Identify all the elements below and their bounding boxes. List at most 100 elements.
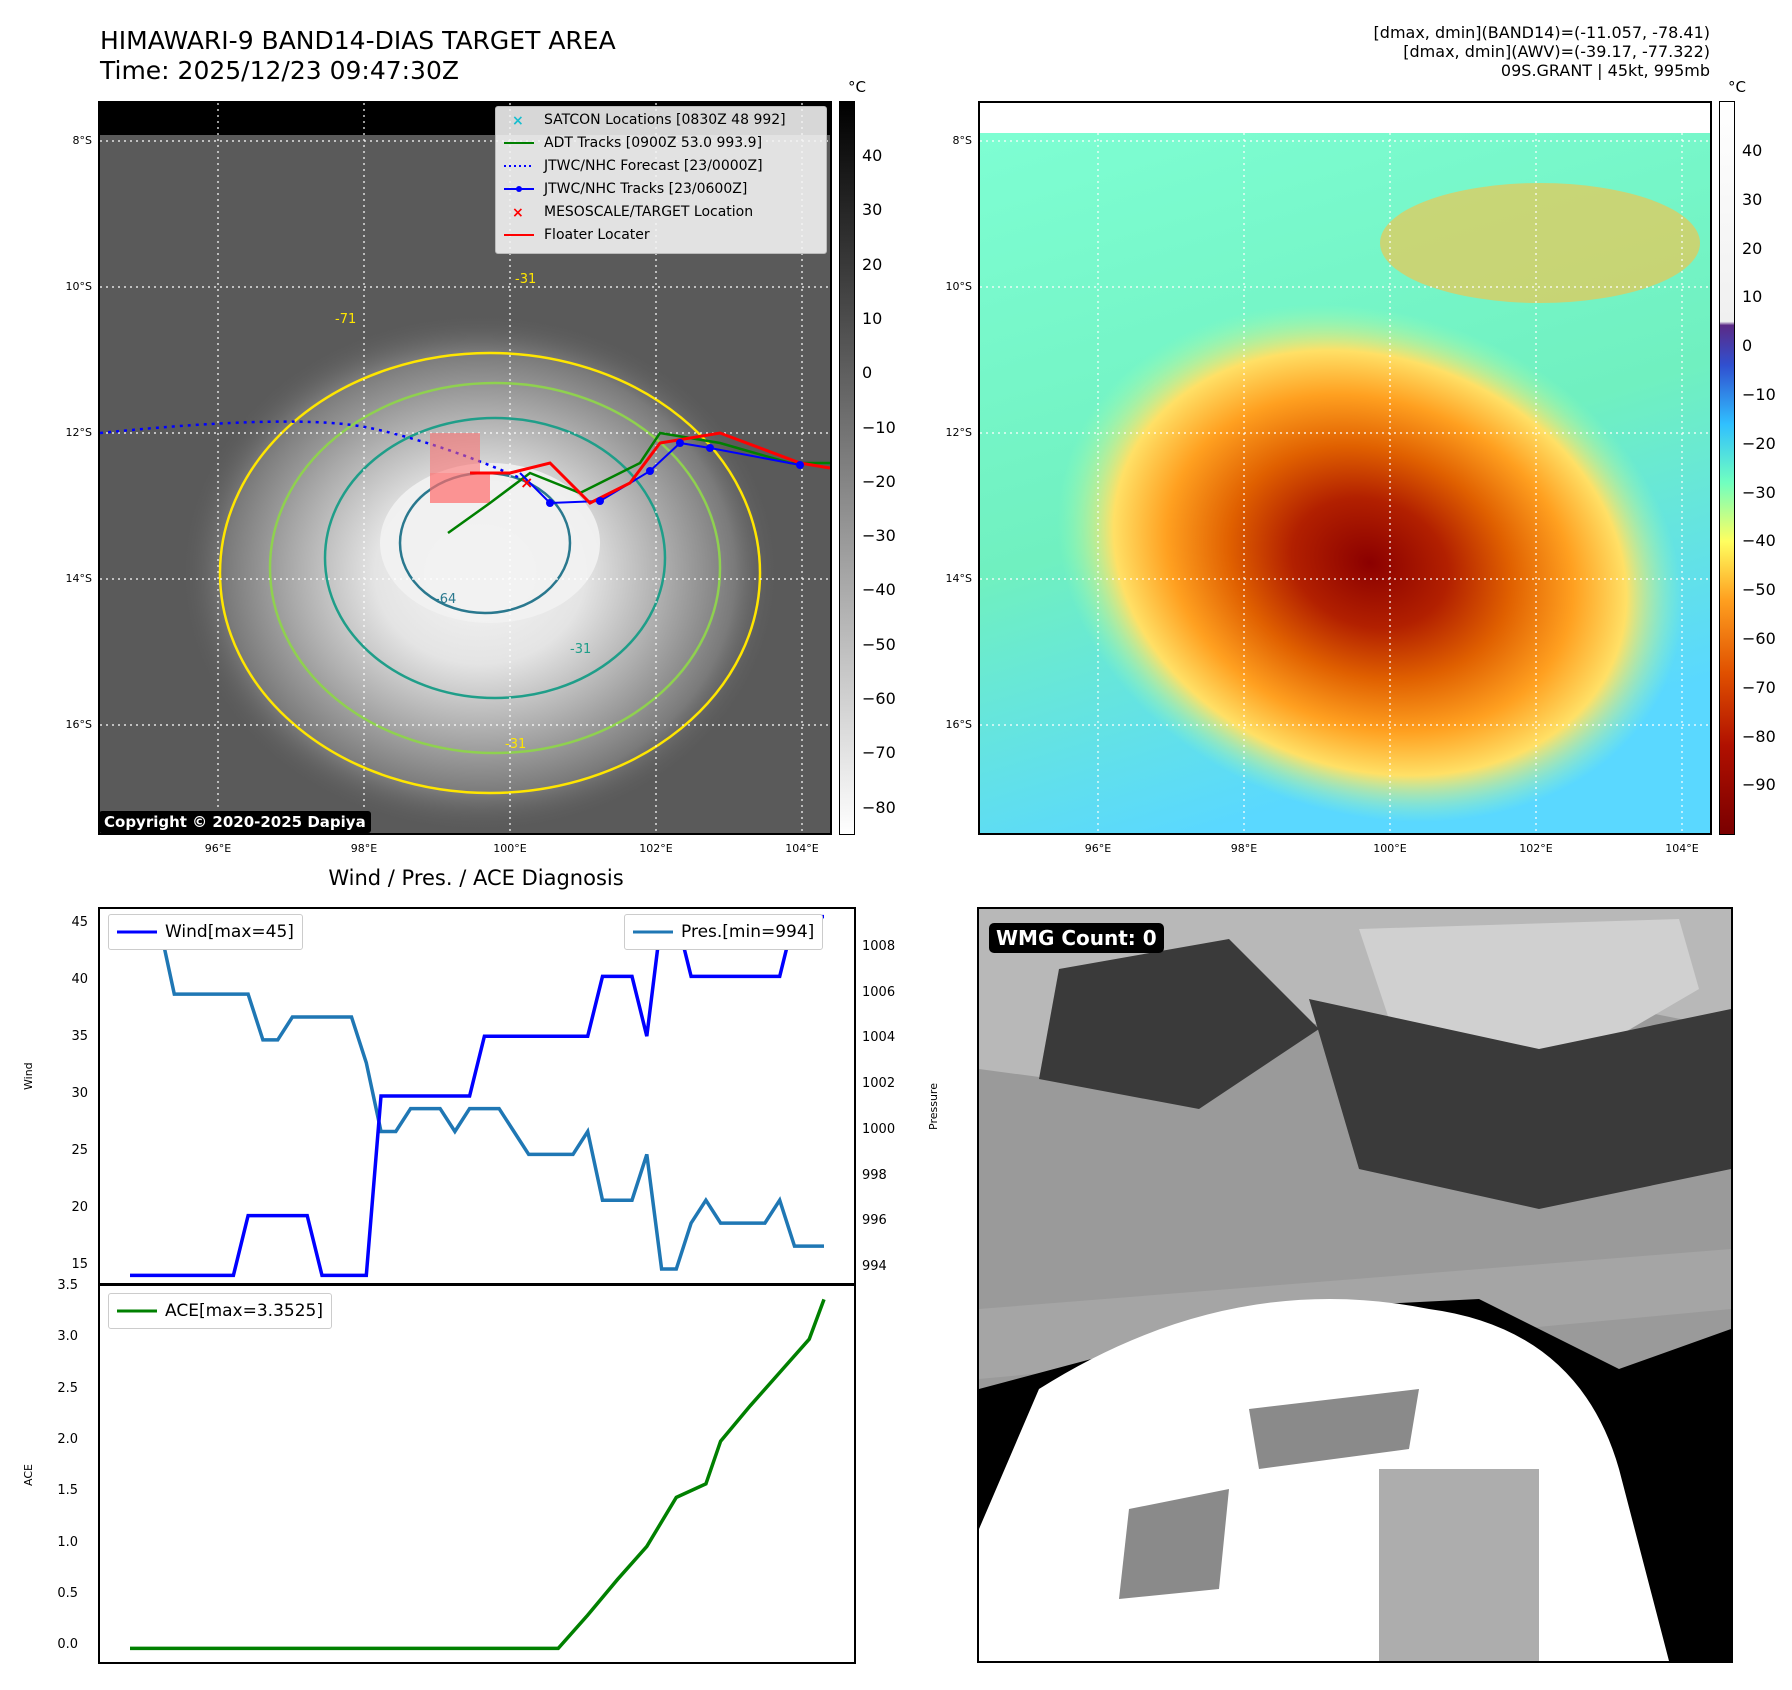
- title-line-2: Time: 2025/12/23 09:47:30Z: [100, 56, 459, 85]
- wind-y-tick: 35: [71, 1029, 88, 1044]
- legend-target: × MESOSCALE/TARGET Location: [504, 201, 753, 223]
- colorbar-color-tick: 20: [1742, 238, 1763, 258]
- colorbar-gray-tick: −80: [862, 797, 896, 817]
- ace-ylabel: ACE: [22, 1464, 35, 1486]
- lat-tick-12s: 12°S: [65, 426, 92, 439]
- colorbar-gray-unit: °C: [848, 78, 866, 96]
- colorbar-color-tick: −20: [1742, 433, 1776, 453]
- ace-y-tick: 2.0: [57, 1431, 78, 1447]
- awv-lat-tick-12s: 12°S: [945, 426, 972, 439]
- wind-ylabel: Wind: [22, 1062, 35, 1090]
- ace-y-tick: 3.5: [57, 1278, 78, 1293]
- target-marker-icon: ×: [512, 205, 524, 219]
- wind-series-line: [130, 914, 824, 1278]
- jtwc-line-icon: [504, 186, 534, 192]
- colorbar-awv: [1719, 101, 1735, 835]
- pressure-y-tick: 1000: [862, 1121, 896, 1137]
- pressure-legend: Pres.[min=994]: [624, 914, 824, 950]
- ace-axes-frame: [98, 1284, 856, 1664]
- lat-tick-10s: 10°S: [65, 280, 92, 293]
- info-line-1: [dmax, dmin](BAND14)=(-11.057, -78.41): [1373, 23, 1710, 42]
- pressure-ylabel: Pressure: [927, 1083, 940, 1130]
- colorbar-color-tick: 40: [1742, 141, 1763, 160]
- legend-forecast: JTWC/NHC Forecast [23/0000Z]: [504, 155, 763, 177]
- contour-lightgreen: [268, 381, 722, 755]
- jtwc-track-points: [546, 439, 804, 507]
- ace-y-tick: 1.5: [57, 1483, 78, 1499]
- target-marker: ×: [520, 473, 533, 492]
- awv-color-map: [978, 101, 1712, 835]
- pressure-y-tick: 994: [862, 1258, 887, 1274]
- awv-lon-tick-102e: 102°E: [1519, 842, 1553, 855]
- colorbar-gray-tick: 0: [862, 363, 873, 383]
- ace-legend-line-icon: [117, 1309, 157, 1313]
- lat-tick-16s: 16°S: [65, 718, 92, 731]
- pressure-series-line: [130, 923, 824, 1271]
- awv-lat-tick-14s: 14°S: [945, 572, 972, 585]
- ace-y-tick: 0.5: [57, 1585, 78, 1601]
- info-line-3: 09S.GRANT | 45kt, 995mb: [1500, 61, 1710, 80]
- floater-track: [470, 431, 830, 505]
- main-title: HIMAWARI-9 BAND14-DIAS TARGET AREA Time:…: [100, 26, 616, 86]
- colorbar-color-tick: −60: [1742, 629, 1776, 648]
- colorbar-gray-tick: 10: [862, 308, 883, 328]
- legend-jtwc-tracks: JTWC/NHC Tracks [23/0600Z]: [504, 178, 747, 200]
- svg-text:×: ×: [512, 113, 524, 127]
- colorbar-color-tick: 30: [1742, 189, 1763, 209]
- wind-y-tick: 30: [71, 1086, 88, 1101]
- wind-legend: Wind[max=45]: [108, 914, 303, 950]
- awv-lon-tick-96e: 96°E: [1084, 842, 1112, 855]
- wmg-dark-1: [1039, 939, 1319, 1109]
- pressure-y-tick: 998: [862, 1167, 887, 1183]
- awv-lon-tick-98e: 98°E: [1230, 842, 1258, 855]
- pressure-legend-line-icon: [633, 930, 673, 934]
- pressure-y-tick: 996: [862, 1213, 887, 1229]
- colorbar-color-tick: −10: [1742, 385, 1776, 404]
- forecast-line-icon: [504, 165, 534, 167]
- legend-adt: ADT Tracks [0900Z 53.0 993.9]: [504, 132, 762, 154]
- wmg-panel: WMG Count: 0: [977, 907, 1733, 1663]
- ace-y-tick: 3.0: [57, 1329, 78, 1345]
- colorbar-gray-tick: 30: [862, 200, 883, 220]
- awv-lon-tick-104e: 104°E: [1665, 842, 1699, 855]
- pressure-y-tick: 1002: [862, 1076, 896, 1092]
- adt-line-icon: [504, 142, 534, 144]
- pressure-y-tick: 1004: [862, 1030, 896, 1046]
- copyright-label: Copyright © 2020-2025 Dapiya: [100, 811, 371, 833]
- contour-label-4: -31: [570, 642, 591, 657]
- legend-floater: Floater Locater: [504, 224, 650, 246]
- wind-y-tick: 40: [71, 972, 88, 987]
- wind-y-tick: 45: [71, 915, 88, 930]
- colorbar-gray-tick: 40: [862, 146, 883, 165]
- wmg-gray-patch-3: [1379, 1469, 1539, 1661]
- lat-tick-14s: 14°S: [65, 572, 92, 585]
- contour-label-3: -31: [505, 737, 526, 752]
- wmg-dark-2: [1309, 999, 1731, 1209]
- colorbar-color-unit: °C: [1728, 78, 1746, 96]
- contour-label-1: -31: [515, 272, 536, 287]
- colorbar-color-tick: −90: [1742, 775, 1776, 795]
- pressure-y-tick: 1008: [862, 939, 896, 954]
- ace-y-tick: 0.0: [57, 1637, 78, 1653]
- map-legend: × SATCON Locations [0830Z 48 992] ADT Tr…: [495, 106, 827, 254]
- awv-lat-tick-10s: 10°S: [945, 280, 972, 293]
- svg-text:×: ×: [512, 205, 524, 219]
- contour-yellow: [218, 351, 762, 795]
- colorbar-gray-tick: −50: [862, 634, 896, 654]
- wmg-svg: [979, 909, 1731, 1661]
- colorbar-gray-tick: −10: [862, 417, 896, 437]
- wind-axes-frame: [98, 907, 856, 1285]
- target-box-2: [430, 473, 490, 503]
- title-line-1: HIMAWARI-9 BAND14-DIAS TARGET AREA: [100, 26, 616, 55]
- lon-tick-102e: 102°E: [639, 842, 673, 855]
- colorbar-gray-tick: −70: [862, 743, 896, 763]
- lon-tick-100e: 100°E: [493, 842, 527, 855]
- contour-label-2: -64: [435, 592, 456, 607]
- colorbar-color-tick: −70: [1742, 677, 1776, 697]
- colorbar-color-tick: 10: [1742, 287, 1763, 307]
- ace-y-tick: 2.5: [57, 1380, 78, 1396]
- colorbar-color-tick: −50: [1742, 580, 1776, 600]
- colorbar-gray-tick: −40: [862, 580, 896, 600]
- ace-series-line: [130, 1298, 826, 1651]
- contour-label-5: -71: [335, 312, 356, 327]
